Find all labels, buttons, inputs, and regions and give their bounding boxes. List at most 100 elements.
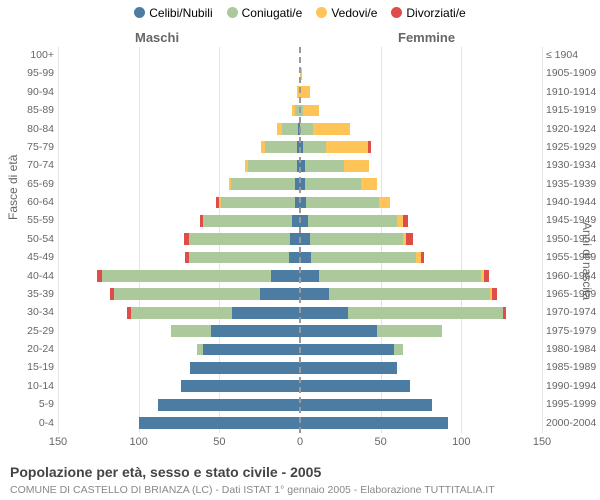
bar-segment [300,288,329,300]
bar-segment [300,307,348,319]
bar-segment [300,399,432,411]
birth-label: 1985-1989 [546,361,600,373]
bar-segment [394,344,404,356]
age-label: 80-84 [0,123,54,135]
bar-segment [216,197,219,209]
bar-segment [282,123,298,135]
bar-segment [421,252,424,264]
age-label: 20-24 [0,343,54,355]
bar-segment [181,380,300,392]
pyramid-plot: 100+≤ 190495-991905-190990-941910-191485… [58,47,542,433]
age-label: 95-99 [0,67,54,79]
age-label: 40-44 [0,270,54,282]
birth-label: 1910-1914 [546,86,600,98]
birth-label: 1930-1934 [546,159,600,171]
chart-title: Popolazione per età, sesso e stato civil… [10,464,321,480]
bar-segment [300,233,310,245]
legend-item: Divorziati/e [391,6,465,20]
bar-segment [311,252,416,264]
x-axis: 15010050050100150 [58,436,542,454]
bar-segment [171,325,211,337]
bar-segment [203,215,292,227]
age-label: 10-14 [0,380,54,392]
bar-segment [308,215,397,227]
bar-segment [277,123,282,135]
bar-segment [305,178,361,190]
x-tick: 100 [452,436,470,448]
y-axis-left-title: Fasce di età [6,155,20,220]
y-axis-right-title: Anni di nascita [580,222,594,300]
bar-segment [158,399,300,411]
age-label: 0-4 [0,417,54,429]
bar-segment [361,178,377,190]
birth-label: 1915-1919 [546,104,600,116]
bar-segment [300,344,394,356]
bar-segment [305,160,344,172]
age-label: 30-34 [0,306,54,318]
bar-segment [189,233,291,245]
bar-segment [300,362,397,374]
bar-segment [261,141,264,153]
bar-segment [368,141,371,153]
birth-label: 1990-1994 [546,380,600,392]
birth-label: 1995-1999 [546,398,600,410]
x-tick: 0 [297,436,303,448]
female-label: Femmine [398,30,455,45]
x-tick: 100 [129,436,147,448]
bar-segment [348,307,503,319]
bar-segment [303,105,319,117]
bar-segment [248,160,296,172]
birth-label: ≤ 1904 [546,49,600,61]
bar-segment [271,270,300,282]
birth-label: 1925-1929 [546,141,600,153]
bar-segment [229,178,231,190]
age-label: 75-79 [0,141,54,153]
x-tick: 150 [49,436,67,448]
birth-label: 2000-2004 [546,417,600,429]
legend-item: Vedovi/e [316,6,377,20]
bar-segment [403,215,408,227]
bar-segment [245,160,248,172]
legend: Celibi/Nubili Coniugati/e Vedovi/e Divorzia… [0,6,600,20]
bar-segment [184,233,189,245]
bar-segment [200,215,203,227]
bar-segment [379,197,390,209]
bar-segment [300,380,410,392]
age-label: 85-89 [0,104,54,116]
bar-segment [231,178,296,190]
age-label: 90-94 [0,86,54,98]
x-tick: 50 [375,436,387,448]
bar-segment [303,141,326,153]
birth-label: 1940-1944 [546,196,600,208]
bar-segment [139,417,300,429]
age-label: 5-9 [0,398,54,410]
birth-label: 1980-1984 [546,343,600,355]
bar-segment [211,325,300,337]
bar-segment [300,270,319,282]
centerline [299,47,301,433]
bar-segment [313,123,350,135]
bar-segment [484,270,489,282]
male-label: Maschi [135,30,179,45]
bar-segment [114,288,259,300]
bar-segment [189,252,289,264]
bar-segment [203,344,300,356]
bar-segment [300,86,310,98]
bar-segment [344,160,370,172]
bar-segment [300,215,308,227]
birth-label: 1975-1979 [546,325,600,337]
legend-item: Coniugati/e [227,6,303,20]
bar-segment [300,325,377,337]
bar-segment [190,362,300,374]
bar-segment [110,288,115,300]
age-label: 25-29 [0,325,54,337]
x-tick: 50 [213,436,225,448]
bar-segment [300,417,448,429]
age-label: 15-19 [0,361,54,373]
birth-label: 1935-1939 [546,178,600,190]
bar-segment [197,344,203,356]
bar-segment [310,233,404,245]
legend-item: Celibi/Nubili [134,6,212,20]
bar-segment [503,307,506,319]
bar-segment [131,307,233,319]
